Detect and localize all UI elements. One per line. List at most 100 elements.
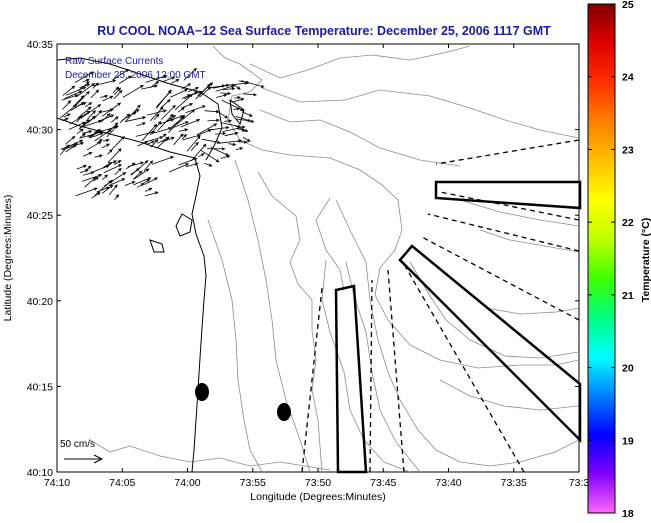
current-vector — [91, 165, 110, 173]
current-vector — [182, 133, 187, 140]
vector-scale-arrow — [64, 454, 104, 464]
current-vector — [207, 118, 220, 122]
vector-scale-label: 50 cm/s — [60, 439, 95, 450]
current-vector — [135, 130, 156, 137]
current-vector — [79, 169, 89, 174]
current-vector — [241, 111, 253, 117]
colorbar-label: Temperature (°C) — [640, 218, 651, 303]
current-vector — [101, 113, 111, 123]
current-vector — [110, 116, 119, 123]
current-vector — [87, 115, 97, 124]
current-vector — [187, 87, 200, 93]
current-vector — [190, 141, 199, 151]
current-vector — [168, 163, 190, 173]
current-vector — [156, 136, 170, 149]
current-vector — [81, 104, 102, 118]
current-vector — [243, 93, 258, 97]
current-vector — [63, 113, 71, 118]
colorbar-tick-label: 24 — [622, 72, 634, 84]
current-vector — [220, 91, 232, 96]
current-vector — [236, 128, 246, 132]
x-tick-label: 73:35 — [501, 477, 527, 489]
current-vector — [132, 170, 143, 180]
current-vector — [101, 143, 110, 149]
surface-current-vectors — [59, 67, 265, 201]
current-vector — [185, 105, 206, 114]
current-vector — [221, 122, 242, 128]
current-vector — [195, 83, 211, 100]
current-vector — [76, 128, 84, 135]
current-vector — [113, 87, 122, 96]
current-vector — [153, 113, 160, 120]
current-vector — [242, 136, 251, 142]
current-vector — [215, 93, 228, 98]
current-vector — [185, 162, 199, 168]
current-vector — [75, 90, 90, 106]
current-vector — [167, 115, 184, 122]
current-vector — [146, 109, 167, 116]
current-vector — [100, 94, 109, 99]
x-tick-label: 73:55 — [240, 477, 266, 489]
current-vector — [157, 113, 174, 131]
current-vector — [113, 160, 122, 165]
colorbar-tick-label: 25 — [622, 0, 634, 11]
current-vector — [210, 147, 230, 156]
current-vector — [233, 107, 241, 111]
current-vector — [183, 67, 197, 81]
y-tick-label: 40:25 — [27, 210, 53, 222]
x-tick-label: 73:50 — [305, 477, 331, 489]
y-tick-label: 40:10 — [27, 467, 53, 479]
current-vector — [235, 147, 244, 151]
current-vector — [86, 110, 96, 120]
map-title: RU COOL NOAA−12 Sea Surface Temperature:… — [97, 24, 551, 38]
current-vector — [224, 119, 233, 123]
current-vector — [79, 83, 91, 88]
current-vector — [114, 167, 122, 176]
current-vector — [130, 160, 149, 176]
colorbar-tick-label: 23 — [622, 144, 634, 156]
colorbar-tick-label: 21 — [622, 290, 634, 302]
current-vector — [65, 135, 76, 145]
sampling-boxes — [334, 180, 582, 474]
survey-lines — [301, 139, 580, 473]
current-vector — [234, 96, 242, 100]
current-vector — [82, 171, 95, 176]
current-vector — [82, 130, 93, 134]
y-tick-label: 40:35 — [27, 39, 53, 51]
current-vector — [156, 90, 172, 108]
colorbar-tick-label: 18 — [622, 508, 634, 518]
current-vector — [143, 160, 154, 172]
x-axis: 74:10 74:05 74:00 73:55 73:50 73:45 73:40 73:35… — [44, 44, 590, 489]
current-vector — [107, 148, 122, 164]
current-vector — [103, 164, 123, 174]
current-vector — [160, 133, 167, 139]
current-vector — [76, 115, 83, 123]
current-vector — [144, 191, 159, 197]
current-vector — [235, 125, 249, 132]
current-vector — [191, 143, 207, 162]
current-vector — [133, 177, 152, 186]
current-vector — [181, 83, 192, 90]
current-vector — [124, 104, 141, 123]
current-vector — [147, 140, 156, 145]
current-vector — [170, 89, 189, 98]
current-vector — [108, 178, 126, 186]
current-vector — [124, 181, 136, 186]
current-vector — [82, 119, 103, 128]
current-vector — [114, 194, 120, 201]
x-tick-label: 73:45 — [370, 477, 396, 489]
current-vector — [112, 68, 130, 81]
current-vector — [81, 174, 103, 182]
current-vector — [90, 89, 100, 99]
current-vector — [94, 179, 113, 196]
current-vector — [197, 123, 218, 136]
current-vector — [186, 135, 201, 152]
current-vector — [98, 114, 115, 122]
current-vector — [62, 100, 72, 110]
y-axis: 40:35 40:30 40:25 40:20 40:15 40:10 — [27, 39, 579, 479]
current-vector — [62, 85, 76, 96]
current-vector — [77, 106, 92, 119]
current-vector — [228, 142, 237, 146]
current-vector — [102, 174, 108, 180]
x-tick-label: 73:3 — [569, 477, 590, 489]
